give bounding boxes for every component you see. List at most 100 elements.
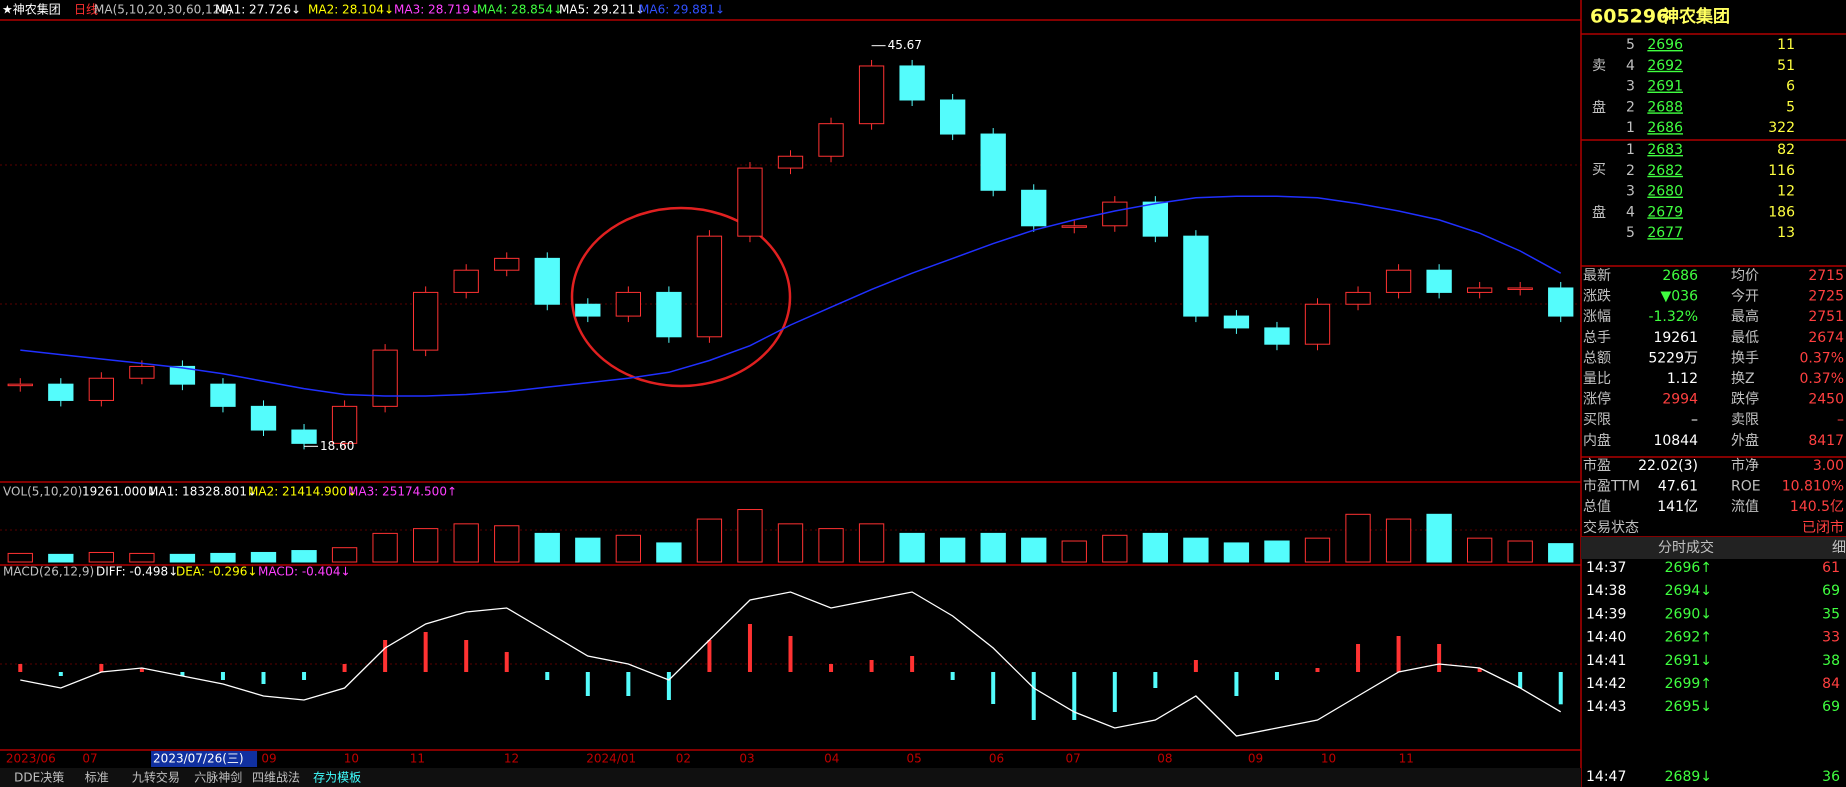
macd-bar <box>1031 672 1036 720</box>
volume-bar <box>777 523 804 563</box>
macd-bar <box>747 624 752 672</box>
stock-name: 神农集团 <box>1662 6 1730 27</box>
volume-bar <box>1548 543 1574 563</box>
book-price: 2679 <box>1647 204 1683 220</box>
stat-value: – <box>1691 412 1698 428</box>
candle <box>1304 303 1331 345</box>
candle <box>939 99 966 135</box>
volume-bar <box>1507 540 1533 563</box>
trade-price: 2690↓ <box>1665 606 1712 622</box>
volume-bar <box>372 532 398 563</box>
stat-value: 19261 <box>1653 330 1698 346</box>
volume-bar <box>1304 537 1331 563</box>
volume-bar <box>656 542 682 563</box>
ma-legend: MA4: 28.854↓ <box>477 3 563 17</box>
candle <box>656 291 682 338</box>
stat-value: 8417 <box>1808 433 1844 449</box>
trade-time: 14:42 <box>1586 676 1626 692</box>
stat-value: 140.5亿 <box>1790 499 1844 515</box>
volume-bar <box>1183 537 1209 563</box>
macd-bar <box>423 632 428 672</box>
volume-bar <box>1021 537 1047 563</box>
book-price: 2686 <box>1647 120 1683 136</box>
annotation: 18.60 <box>320 439 354 453</box>
candle <box>575 303 601 317</box>
candle <box>777 155 804 169</box>
stat-label: 卖限 <box>1731 412 1759 428</box>
candle <box>1061 225 1087 228</box>
candle <box>1223 315 1250 329</box>
candle <box>980 133 1006 191</box>
tab[interactable]: 九转交易 <box>132 770 180 785</box>
stat-value: 2715 <box>1808 268 1844 284</box>
book-volume: 51 <box>1777 58 1795 74</box>
tab[interactable]: 四维战法 <box>252 771 300 785</box>
book-volume: 12 <box>1777 184 1795 200</box>
book-price: 2691 <box>1647 79 1683 95</box>
volume-bar <box>1385 518 1412 563</box>
macd-bar <box>1193 660 1198 672</box>
macd-bar <box>829 664 834 672</box>
volume-bar <box>48 553 74 563</box>
volume-bar <box>7 552 33 563</box>
date-label: 2024/01 <box>586 752 636 766</box>
book-label: 卖 <box>1592 58 1606 74</box>
stat-label: 总额 <box>1583 350 1611 366</box>
book-label: 盘 <box>1592 99 1606 116</box>
book-price: 2688 <box>1647 99 1683 115</box>
tab[interactable]: 六脉神剑 <box>194 770 242 785</box>
macd-bar <box>1437 644 1442 672</box>
highlight-circle <box>570 206 792 388</box>
stat-value: ▼036 <box>1661 289 1699 305</box>
stat-label: 涨停 <box>1583 391 1611 408</box>
candle <box>1021 189 1047 227</box>
stat-value: 2450 <box>1808 392 1844 408</box>
book-price: 2680 <box>1647 184 1683 200</box>
date-label: 06 <box>989 752 1004 766</box>
tab[interactable]: 标准 <box>85 771 109 785</box>
book-volume: 186 <box>1768 204 1795 220</box>
trades-title: 分时成交 <box>1658 539 1714 556</box>
trade-price: 2696↑ <box>1665 560 1712 576</box>
stat-value: 141亿 <box>1657 499 1698 515</box>
stat-value: 3.00 <box>1813 458 1844 474</box>
stat-label: 总手 <box>1583 330 1611 346</box>
ma-legend: MA(5,10,20,30,60,120) <box>94 3 233 17</box>
chart-title: ★神农集团 <box>2 2 61 17</box>
macd-bar <box>58 672 63 676</box>
candle <box>858 65 885 125</box>
volume-bar <box>129 552 155 563</box>
book-level: 5 <box>1626 37 1635 53</box>
trade-price: 2699↑ <box>1665 676 1712 692</box>
volume-bar <box>210 552 236 563</box>
candle <box>494 257 520 271</box>
tab[interactable]: DDE决策 <box>14 771 64 785</box>
book-price: 2683 <box>1647 142 1683 158</box>
trade-volume: 38 <box>1822 653 1840 669</box>
macd-bar <box>707 640 712 672</box>
date-label: 07 <box>1065 752 1080 766</box>
macd-bar <box>139 668 144 672</box>
book-level: 2 <box>1626 163 1635 179</box>
macd-bar <box>18 664 23 672</box>
stat-label: 跌停 <box>1731 391 1759 408</box>
date-label: 07 <box>82 752 97 766</box>
book-level: 1 <box>1626 142 1635 158</box>
volume-bar <box>696 518 723 563</box>
date-label: 08 <box>1157 752 1172 766</box>
candle <box>1142 201 1169 237</box>
trade-volume: 84 <box>1822 676 1840 692</box>
trade-time: 14:37 <box>1586 560 1626 576</box>
trade-volume: 69 <box>1822 699 1840 715</box>
book-volume: 116 <box>1768 163 1795 179</box>
annotation: 45.67 <box>888 38 922 52</box>
macd-bar <box>302 672 307 680</box>
book-price: 2682 <box>1647 163 1683 179</box>
volume-bar <box>1345 513 1371 563</box>
tab[interactable]: 存为模板 <box>313 771 361 785</box>
book-level: 3 <box>1626 184 1635 200</box>
trade-time: 14:39 <box>1586 606 1626 622</box>
candle <box>737 167 763 237</box>
stat-label: 最高 <box>1731 308 1759 325</box>
